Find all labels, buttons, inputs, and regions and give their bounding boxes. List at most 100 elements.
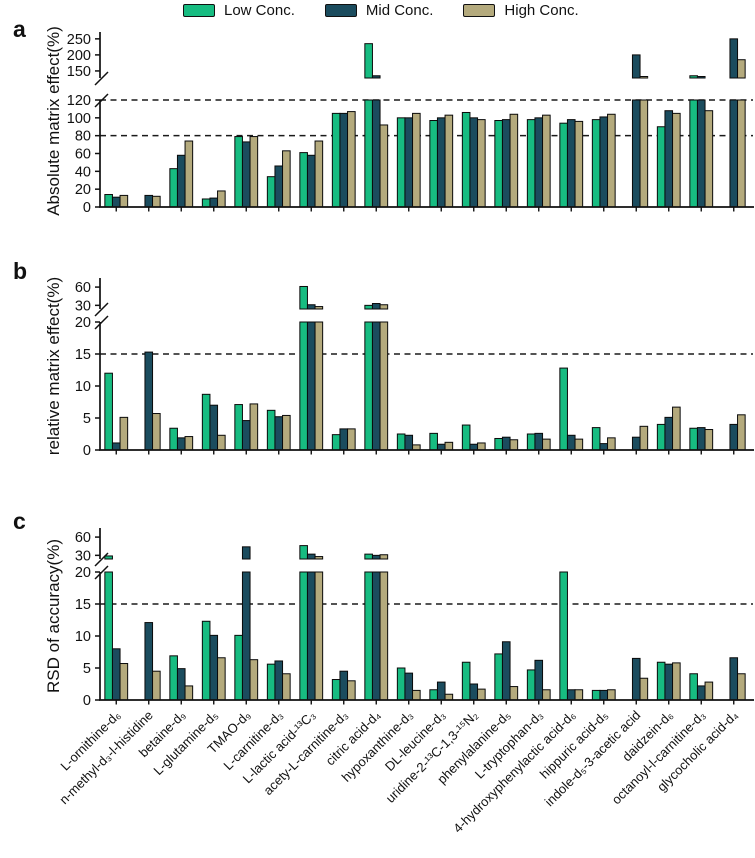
bar <box>461 424 471 451</box>
bar <box>542 438 551 451</box>
y-tick-label: 20 <box>75 315 91 331</box>
bar <box>371 99 381 208</box>
y-tick-label: 15 <box>75 347 91 363</box>
bar <box>209 404 219 451</box>
legend-swatch-icon <box>324 4 357 17</box>
bar <box>534 659 544 701</box>
bar <box>494 653 503 701</box>
bar <box>631 99 641 208</box>
bar-overflow-cap <box>689 75 698 79</box>
y-axis-title-c: RSD of accuracy(%) <box>44 539 63 693</box>
bar <box>234 136 243 208</box>
legend-item-2: High Conc. <box>463 2 579 19</box>
y-tick-label: 60 <box>75 147 91 163</box>
bar <box>299 152 308 208</box>
bar-overflow-cap <box>737 59 746 79</box>
bar <box>574 689 584 701</box>
bar <box>534 432 544 451</box>
bar <box>436 681 446 701</box>
y-tick-label: 150 <box>67 64 91 80</box>
bar <box>274 165 284 208</box>
bar <box>607 113 616 208</box>
bar-overflow-cap <box>241 546 251 560</box>
bar <box>201 393 211 451</box>
bar <box>282 414 291 451</box>
legend: Low Conc. Mid Conc. High Conc. <box>183 2 579 19</box>
x-category-labels: L-ornithine-d₆n-methyl-d₃-l-histidinebet… <box>56 708 741 836</box>
bar <box>152 413 161 451</box>
bar <box>412 112 421 208</box>
bar <box>241 420 251 451</box>
bar <box>542 114 551 208</box>
bar <box>241 141 251 208</box>
y-tick-label: 20 <box>75 182 91 198</box>
bar <box>379 571 389 701</box>
bar <box>664 416 674 451</box>
bar <box>566 119 576 208</box>
y-axis-title-b: relative matrix effect(%) <box>44 276 63 456</box>
bar <box>631 436 641 451</box>
bar <box>339 428 349 451</box>
bar <box>331 679 341 701</box>
bar-overflow-cap <box>379 554 389 560</box>
y-tick-label: 5 <box>83 411 91 427</box>
bar-overflow-cap <box>299 545 308 560</box>
bar <box>306 154 316 208</box>
bar <box>241 571 251 701</box>
bar <box>266 176 276 208</box>
bar <box>526 669 536 701</box>
y-tick-label: 60 <box>75 280 91 296</box>
legend-swatch-icon <box>463 4 496 17</box>
bar-overflow-cap <box>379 304 389 310</box>
bar <box>184 140 194 208</box>
bar <box>184 685 194 701</box>
bar <box>599 443 609 451</box>
panel-letter-a: a <box>13 16 26 42</box>
bar <box>412 689 421 701</box>
bar-overflow-cap <box>729 38 739 79</box>
bar <box>104 194 113 208</box>
bar <box>364 321 373 451</box>
legend-label: High Conc. <box>504 2 579 19</box>
bar <box>656 126 666 208</box>
y-tick-label: 5 <box>83 661 91 677</box>
bar <box>566 434 576 451</box>
axis-break-mark <box>94 302 109 317</box>
bar <box>184 436 194 451</box>
bar <box>347 428 356 451</box>
bar-overflow-cap <box>364 43 373 79</box>
axis-break-mark <box>94 315 109 330</box>
axis-break-mark <box>94 93 109 108</box>
bar <box>347 680 356 701</box>
bar <box>729 657 739 701</box>
bar <box>461 661 471 701</box>
bar <box>656 661 666 701</box>
bar <box>689 673 698 701</box>
bar-overflow-cap <box>631 54 641 79</box>
bar-overflow-cap <box>299 285 308 310</box>
bar <box>152 195 161 208</box>
bar <box>169 168 178 208</box>
bar <box>429 689 438 701</box>
bar-overflow-cap <box>696 76 706 79</box>
bar <box>217 657 226 701</box>
bar <box>672 662 681 701</box>
y-tick-label: 120 <box>67 93 91 109</box>
bar <box>696 99 706 208</box>
axis-break-mark <box>94 71 109 86</box>
bar <box>599 116 609 208</box>
y-tick-label: 0 <box>83 693 91 709</box>
panel-letter-c: c <box>13 508 26 534</box>
bar <box>696 685 706 701</box>
bar <box>729 423 739 451</box>
bar <box>152 670 161 701</box>
bar <box>314 571 324 701</box>
bar <box>209 197 219 208</box>
y-tick-label: 30 <box>75 548 91 564</box>
bar <box>144 351 154 451</box>
y-tick-label: 200 <box>67 48 91 64</box>
bar <box>664 663 674 701</box>
bar-overflow-cap <box>364 553 373 560</box>
